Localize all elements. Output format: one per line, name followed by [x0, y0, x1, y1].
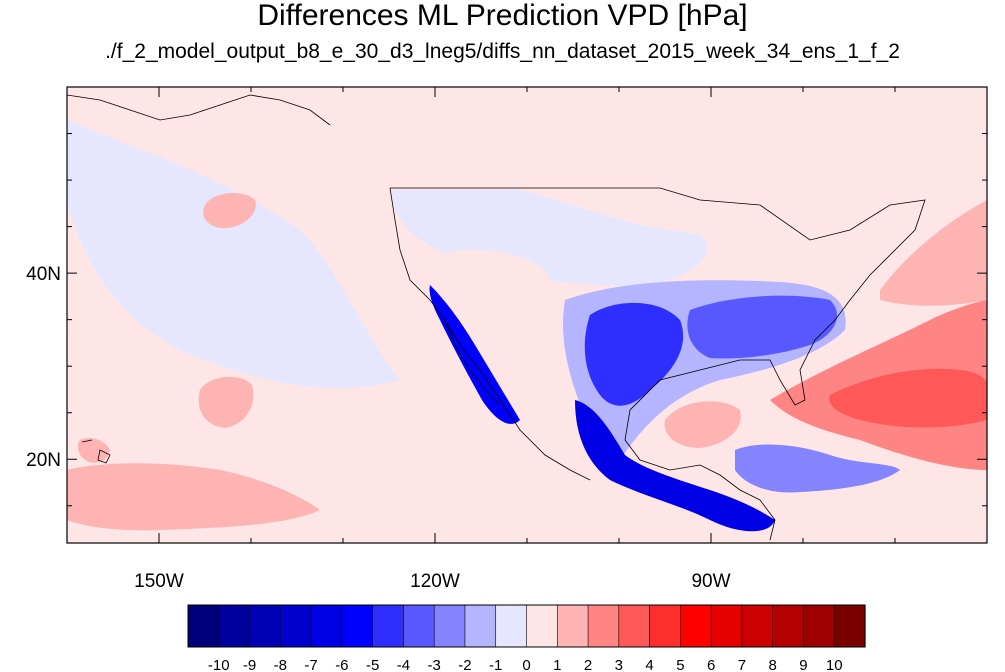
- west-coast-outline: [389, 187, 591, 481]
- canada-alaska-outline: [67, 94, 331, 126]
- colorbar-swatch: [187, 604, 220, 648]
- x-tick-label: 120W: [410, 571, 460, 592]
- colorbar-label: 5: [676, 657, 684, 672]
- colorbar-label: 8: [769, 657, 777, 672]
- colorbar-label: 7: [738, 657, 746, 672]
- colorbar-frame: [187, 604, 866, 648]
- colorbar-label: -9: [243, 657, 256, 672]
- chart-title: Differences ML Prediction VPD [hPa]: [257, 0, 748, 32]
- field-region-pacific-light: [67, 120, 400, 389]
- field-region-north-atlantic: [880, 200, 987, 306]
- colorbar-swatch: [556, 604, 589, 648]
- colorbar-swatch: [310, 604, 343, 648]
- colorbar-label: -3: [428, 657, 441, 672]
- colorbar-swatch: [803, 604, 835, 648]
- field-region-atlantic-28n: [829, 368, 987, 428]
- colorbar-label: -10: [208, 657, 230, 672]
- colorbar-label: -5: [366, 657, 379, 672]
- coastlines-and-borders: [67, 94, 926, 541]
- colorbar-swatch: [526, 604, 558, 648]
- y-tick-label: 20N: [26, 450, 61, 471]
- hawaii-outline: [81, 439, 111, 464]
- colorbar-label: -7: [304, 657, 317, 672]
- field-region-pacific-45n: [203, 193, 256, 229]
- field-region-tropical-pacific: [67, 463, 320, 531]
- axis-ticks: [66, 87, 988, 543]
- axis-tick-labels: 150W 120W 90W 20N 40N: [26, 264, 730, 592]
- baja-outline: [444, 319, 501, 406]
- colorbar-swatch: [249, 604, 281, 648]
- colorbar-swatch: [741, 604, 774, 648]
- colorbar-swatch: [341, 604, 374, 648]
- field-region-texas: [584, 302, 684, 406]
- field-shapes: [67, 120, 987, 532]
- colorbar-swatch: [772, 604, 805, 648]
- field-region-caribbean: [735, 444, 900, 493]
- colorbar-swatch: [218, 604, 251, 648]
- colorbar-swatch: [710, 604, 743, 648]
- colorbar-label: 4: [645, 657, 653, 672]
- colorbar: -10 -9 -8 -7 -6 -5 -4 -3 -2 -1 0 1 2 3 4 5 6 7 8 9 10: [187, 604, 866, 672]
- colorbar-label: -4: [397, 657, 410, 672]
- colorbar-label: 6: [707, 657, 715, 672]
- field-region-hawaii: [77, 438, 110, 463]
- colorbar-swatch: [680, 604, 712, 648]
- colorbar-label: 9: [799, 657, 807, 672]
- y-tick-label: 40N: [26, 264, 61, 285]
- colorbar-swatch: [464, 604, 497, 648]
- colorbar-swatch: [833, 604, 866, 648]
- colorbar-label: -8: [274, 657, 287, 672]
- colorbar-label: 3: [615, 657, 623, 672]
- colorbar-swatch: [403, 604, 435, 648]
- colorbar-swatch: [649, 604, 681, 648]
- colorbar-label: 0: [522, 657, 530, 672]
- field-region-gulf-of-mexico: [664, 401, 741, 448]
- field-region-southern-mexico: [575, 400, 775, 532]
- chart-subtitle: ./f_2_model_output_b8_e_30_d3_lneg5/diff…: [105, 40, 900, 63]
- colorbar-swatch: [495, 604, 528, 648]
- field-region-nevada-utah: [433, 250, 551, 331]
- colorbar-label: -2: [458, 657, 471, 672]
- colorbar-label: 1: [553, 657, 561, 672]
- x-tick-label: 90W: [691, 571, 730, 592]
- colorbar-label: -6: [335, 657, 348, 672]
- colorbar-swatch: [280, 604, 312, 648]
- colorbar-label: -1: [489, 657, 502, 672]
- field-region-baja-western-mexico: [429, 285, 520, 424]
- colorbar-swatch: [587, 604, 620, 648]
- colorbar-swatch: [618, 604, 651, 648]
- us-mexico-outline: [390, 187, 926, 541]
- colorbar-label: 2: [584, 657, 592, 672]
- colorbar-label: 10: [826, 657, 843, 672]
- field-region-southeast-us: [687, 295, 838, 359]
- x-tick-label: 150W: [134, 571, 184, 592]
- field-region-pacific-28n: [198, 376, 254, 428]
- colorbar-swatch: [372, 604, 405, 648]
- plot-area: [67, 87, 987, 543]
- colorbar-swatch: [433, 604, 466, 648]
